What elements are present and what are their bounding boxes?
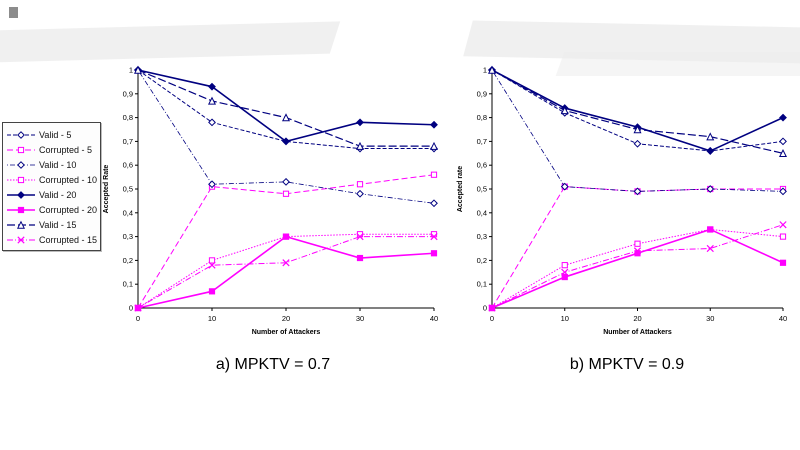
legend-item: Corrupted - 20 [6,202,98,217]
svg-text:40: 40 [779,314,787,323]
legend-item-label: Valid - 10 [39,159,77,170]
legend-item-label: Valid - 15 [39,219,77,230]
svg-text:0,7: 0,7 [123,137,133,146]
svg-text:0,5: 0,5 [123,185,133,194]
chart-mpktv-07: 00,10,20,30,40,50,60,70,80,910 10 20 30 40Nu… [103,66,438,337]
legend-item-label: Valid - 20 [39,189,77,200]
chart-legend: Valid - 5 Corrupted - 5 Valid - 10 Corrupte… [2,122,101,251]
svg-text:0,4: 0,4 [123,208,133,217]
svg-text:0,9: 0,9 [123,89,133,98]
svg-text:40: 40 [430,314,438,323]
svg-text:30: 30 [706,314,714,323]
legend-item-label: Corrupted - 15 [39,234,98,245]
legend-item-label: Corrupted - 20 [39,204,98,215]
svg-text:20: 20 [282,314,290,323]
legend-item-label: Corrupted - 5 [39,144,93,155]
svg-text:10: 10 [561,314,569,323]
svg-text:0,3: 0,3 [477,232,487,241]
legend-line-sample [7,176,35,183]
legend-item: Corrupted - 15 [6,232,98,247]
svg-text:0,1: 0,1 [477,280,487,289]
svg-text:0,8: 0,8 [477,113,487,122]
svg-text:30: 30 [356,314,364,323]
legend-item: Valid - 5 [6,127,98,142]
legend-item: Valid - 10 [6,157,98,172]
caption-chart-b: b) MPKTV = 0.9 [569,356,685,373]
legend-line-sample [7,220,35,229]
svg-text:0,2: 0,2 [123,256,133,265]
legend-line-sample [7,190,35,199]
svg-text:0,5: 0,5 [477,185,487,194]
svg-text:Number of Attackers: Number of Attackers [603,329,672,336]
svg-text:0: 0 [490,314,494,323]
svg-text:0,4: 0,4 [477,208,487,217]
svg-text:0: 0 [129,304,133,313]
svg-text:0,8: 0,8 [123,113,133,122]
svg-text:0,7: 0,7 [477,137,487,146]
svg-text:0,6: 0,6 [123,161,133,170]
svg-text:0: 0 [136,314,140,323]
svg-text:20: 20 [633,314,641,323]
legend-item: Valid - 20 [6,187,98,202]
svg-text:0: 0 [483,304,487,313]
legend-item-label: Corrupted - 10 [39,174,98,185]
svg-text:0,9: 0,9 [477,89,487,98]
svg-text:10: 10 [208,314,216,323]
legend-line-sample [7,235,35,244]
legend-item-label: Valid - 5 [39,129,72,140]
legend-line-sample [7,206,35,213]
legend-line-sample [7,130,35,139]
svg-text:0,2: 0,2 [477,256,487,265]
corner-mark [9,7,18,18]
legend-line-sample [7,160,35,169]
svg-text:Accepted rate: Accepted rate [457,166,464,212]
svg-text:1: 1 [129,66,133,75]
svg-text:Accepted Rate: Accepted Rate [103,165,110,214]
svg-text:0,3: 0,3 [123,232,133,241]
caption-chart-a: a) MPKTV = 0.7 [215,356,331,373]
svg-text:Number of Attackers: Number of Attackers [252,329,321,336]
svg-text:1: 1 [483,66,487,75]
legend-item: Valid - 15 [6,217,98,232]
svg-text:0,6: 0,6 [477,161,487,170]
legend-items: Valid - 5 Corrupted - 5 Valid - 10 Corrupte… [6,127,98,247]
svg-text:0,1: 0,1 [123,280,133,289]
chart-mpktv-09: 00,10,20,30,40,50,60,70,80,910 10 20 30 40Nu… [457,66,787,337]
legend-item: Corrupted - 10 [6,172,98,187]
legend-line-sample [7,146,35,153]
legend-item: Corrupted - 5 [6,142,98,157]
